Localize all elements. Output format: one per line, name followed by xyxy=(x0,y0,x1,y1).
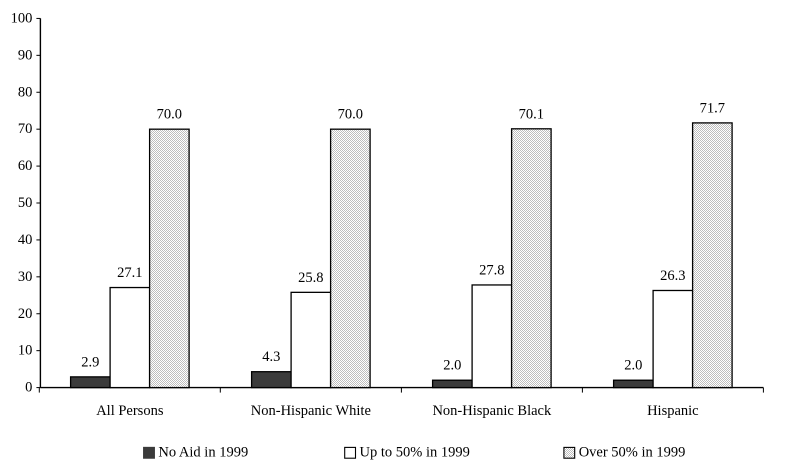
svg-text:30: 30 xyxy=(18,269,33,285)
svg-text:70.0: 70.0 xyxy=(157,107,182,123)
svg-text:2.9: 2.9 xyxy=(81,354,99,370)
svg-text:Non-Hispanic Black: Non-Hispanic Black xyxy=(432,403,552,419)
svg-text:4.3: 4.3 xyxy=(262,349,280,365)
svg-text:No Aid in 1999: No Aid in 1999 xyxy=(158,445,248,461)
svg-text:2.0: 2.0 xyxy=(443,358,461,374)
svg-text:27.8: 27.8 xyxy=(479,262,504,278)
svg-text:26.3: 26.3 xyxy=(660,268,685,284)
svg-text:Hispanic: Hispanic xyxy=(647,403,699,419)
svg-text:50: 50 xyxy=(18,195,33,211)
svg-text:70.1: 70.1 xyxy=(519,106,544,122)
svg-text:40: 40 xyxy=(18,232,33,248)
svg-text:90: 90 xyxy=(18,47,33,63)
svg-text:70: 70 xyxy=(18,121,33,137)
svg-text:100: 100 xyxy=(11,10,33,26)
svg-text:Over 50% in 1999: Over 50% in 1999 xyxy=(579,445,686,461)
svg-text:10: 10 xyxy=(18,343,33,359)
svg-text:Non-Hispanic White: Non-Hispanic White xyxy=(251,403,371,419)
svg-text:Up to 50% in 1999: Up to 50% in 1999 xyxy=(360,445,470,461)
svg-text:All Persons: All Persons xyxy=(96,403,164,419)
svg-text:0: 0 xyxy=(25,380,32,396)
svg-text:71.7: 71.7 xyxy=(700,100,725,116)
svg-text:80: 80 xyxy=(18,84,33,100)
svg-text:2.0: 2.0 xyxy=(624,358,642,374)
svg-text:60: 60 xyxy=(18,158,33,174)
svg-text:25.8: 25.8 xyxy=(298,270,323,286)
svg-text:70.0: 70.0 xyxy=(338,107,363,123)
svg-text:20: 20 xyxy=(18,306,33,322)
svg-text:27.1: 27.1 xyxy=(117,265,142,281)
